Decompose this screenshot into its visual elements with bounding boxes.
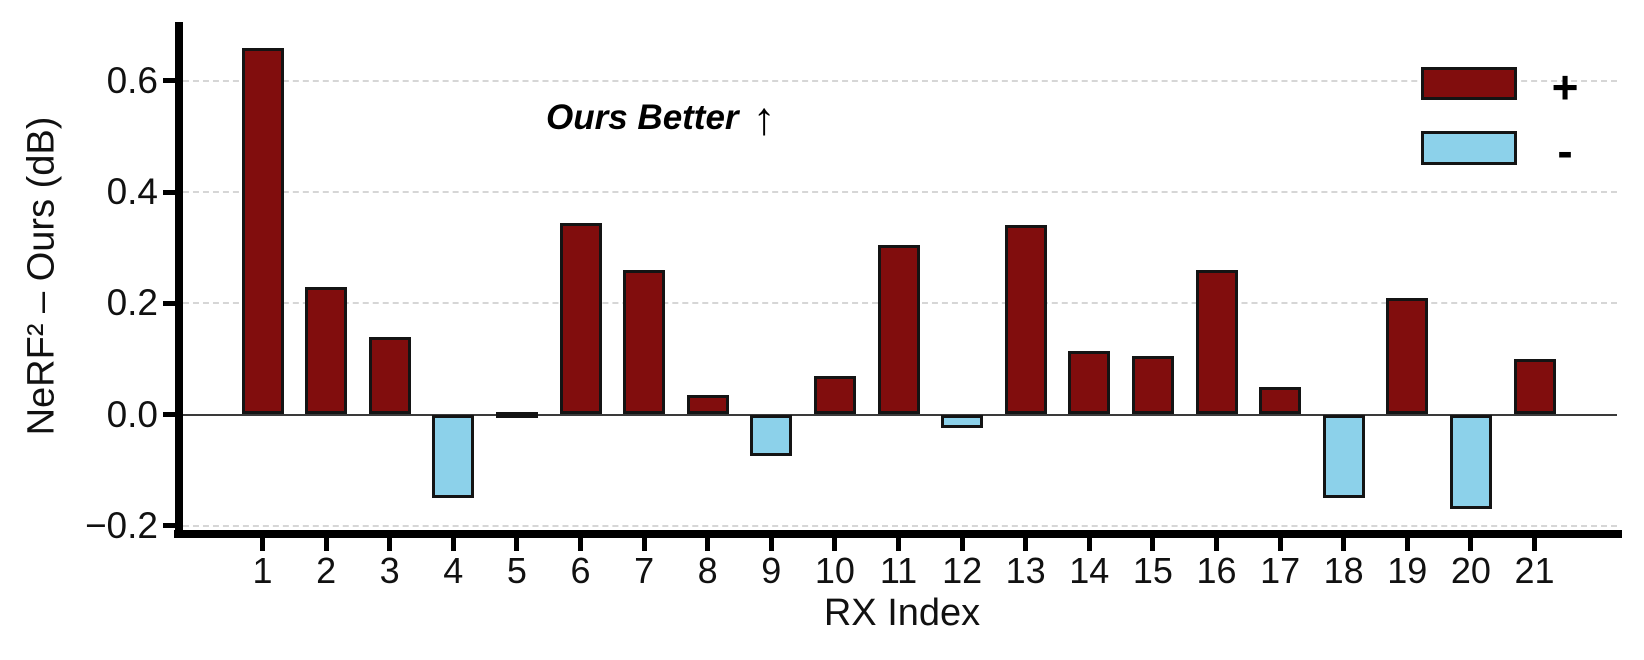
annotation-text: Ours Better bbox=[546, 98, 739, 137]
gridline bbox=[183, 524, 1617, 527]
bar-rx-3 bbox=[368, 336, 411, 415]
bar-rx-10 bbox=[813, 375, 856, 415]
x-tick-label: 19 bbox=[1387, 550, 1428, 591]
x-tick bbox=[387, 538, 393, 551]
up-arrow-icon: ↑ bbox=[752, 92, 776, 144]
annotation-ours-better: Ours Better ↑ bbox=[546, 92, 776, 144]
bar-rx-18 bbox=[1322, 414, 1365, 498]
x-tick-label: 3 bbox=[379, 550, 400, 591]
bar-rx-9 bbox=[750, 414, 793, 457]
bar-rx-5 bbox=[495, 411, 538, 418]
x-tick bbox=[832, 538, 838, 551]
x-tick-label: 4 bbox=[443, 550, 464, 591]
x-tick-label: 7 bbox=[634, 550, 655, 591]
x-tick-label: 15 bbox=[1132, 550, 1173, 591]
bar-rx-17 bbox=[1259, 386, 1302, 415]
bar-rx-8 bbox=[686, 395, 729, 415]
x-tick-label: 1 bbox=[252, 550, 273, 591]
x-tick-label: 16 bbox=[1196, 550, 1237, 591]
x-tick-label: 5 bbox=[506, 550, 527, 591]
x-tick bbox=[323, 538, 329, 551]
bar-rx-7 bbox=[623, 269, 666, 415]
bar-rx-13 bbox=[1004, 225, 1047, 415]
x-tick-label: 8 bbox=[697, 550, 718, 591]
legend-swatch-negative bbox=[1421, 131, 1517, 165]
legend-swatch-positive bbox=[1421, 67, 1517, 100]
bar-rx-21 bbox=[1513, 358, 1556, 415]
x-tick bbox=[1532, 538, 1537, 551]
x-tick bbox=[1023, 538, 1029, 551]
x-axis-spine bbox=[174, 530, 1622, 538]
bar-rx-1 bbox=[241, 47, 284, 415]
y-tick bbox=[163, 300, 176, 306]
bar-rx-20 bbox=[1449, 414, 1492, 510]
gridline bbox=[183, 79, 1617, 82]
x-tick bbox=[641, 538, 647, 551]
y-tick bbox=[163, 189, 176, 195]
x-tick bbox=[1086, 538, 1092, 551]
x-tick bbox=[1150, 538, 1156, 551]
x-tick bbox=[260, 538, 265, 551]
x-tick bbox=[1341, 538, 1347, 551]
x-tick-label: 6 bbox=[570, 550, 591, 591]
x-tick-label: 13 bbox=[1005, 550, 1046, 591]
x-tick-label: 17 bbox=[1260, 550, 1301, 591]
y-tick bbox=[163, 78, 176, 84]
x-tick-label: 11 bbox=[879, 550, 918, 591]
y-tick bbox=[163, 412, 176, 417]
legend-label-positive: + bbox=[1551, 61, 1579, 113]
y-tick-label: 0.6 bbox=[106, 59, 158, 101]
bar-rx-11 bbox=[877, 244, 920, 415]
bar-rx-2 bbox=[305, 286, 348, 415]
x-tick-label: 12 bbox=[942, 550, 983, 591]
y-axis-title: NeRF² – Ours (dB) bbox=[20, 116, 63, 436]
x-tick bbox=[1277, 538, 1283, 551]
x-tick-label: 21 bbox=[1514, 550, 1555, 591]
x-tick bbox=[1404, 538, 1410, 551]
x-tick bbox=[959, 538, 965, 551]
y-tick-label: 0.2 bbox=[106, 282, 158, 324]
y-tick-label: 0.0 bbox=[106, 393, 158, 435]
gridline bbox=[183, 191, 1617, 194]
y-axis-spine bbox=[175, 22, 183, 538]
x-tick-label: 10 bbox=[814, 550, 855, 591]
x-tick bbox=[578, 538, 583, 551]
x-tick bbox=[705, 538, 711, 551]
x-tick bbox=[514, 538, 520, 551]
legend-label-negative: - bbox=[1557, 125, 1573, 177]
y-tick-label: 0.4 bbox=[106, 171, 158, 213]
bar-rx-14 bbox=[1068, 350, 1111, 415]
bar-rx-16 bbox=[1195, 269, 1238, 415]
bar-rx-15 bbox=[1131, 356, 1174, 415]
x-tick-label: 20 bbox=[1450, 550, 1491, 591]
x-tick bbox=[896, 538, 901, 551]
bar-rx-12 bbox=[941, 414, 984, 429]
bar-rx-4 bbox=[432, 414, 475, 498]
x-tick bbox=[1468, 538, 1474, 551]
x-tick-label: 9 bbox=[761, 550, 782, 591]
y-tick-label: −0.2 bbox=[84, 504, 158, 546]
bar-rx-19 bbox=[1386, 297, 1429, 415]
x-tick-label: 2 bbox=[316, 550, 337, 591]
x-tick-label: 14 bbox=[1069, 550, 1110, 591]
x-tick bbox=[450, 538, 456, 551]
x-axis-title: RX Index bbox=[823, 592, 981, 634]
x-tick bbox=[768, 538, 774, 551]
x-tick bbox=[1214, 538, 1219, 551]
bar-rx-6 bbox=[559, 222, 602, 415]
zero-baseline bbox=[183, 413, 1617, 416]
y-tick bbox=[163, 523, 176, 529]
x-tick-label: 18 bbox=[1323, 550, 1364, 591]
